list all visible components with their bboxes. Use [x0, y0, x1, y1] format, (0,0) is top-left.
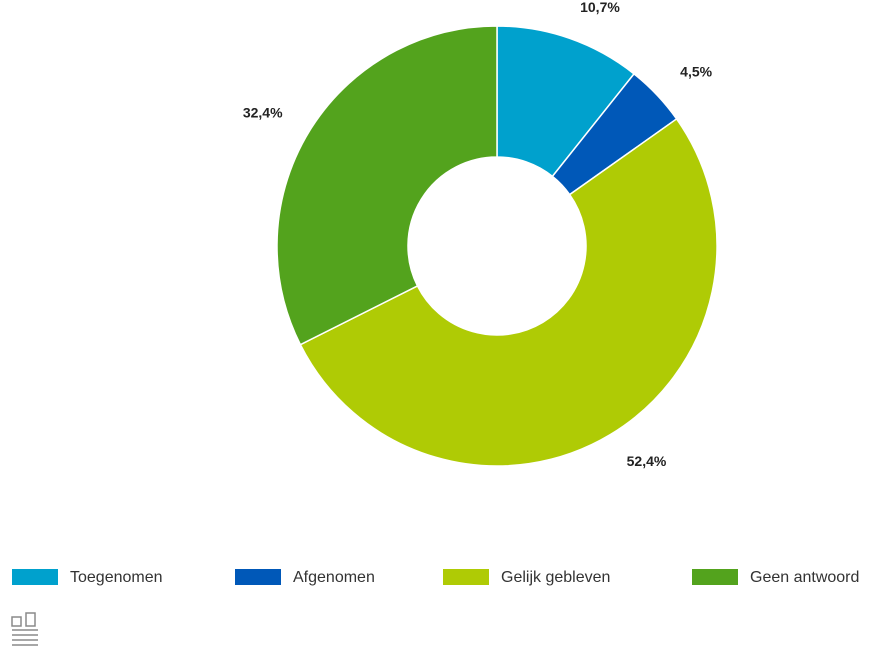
value-label: 52,4% — [627, 453, 667, 469]
legend-swatch — [443, 569, 489, 585]
donut-segment — [276, 25, 498, 346]
legend-swatch — [692, 569, 738, 585]
legend-label: Geen antwoord — [750, 569, 859, 586]
donut-segment — [299, 117, 718, 467]
value-label: 32,4% — [243, 104, 283, 120]
value-label: 10,7% — [580, 0, 620, 15]
legend-label: Afgenomen — [293, 569, 375, 586]
legend-swatch — [235, 569, 281, 585]
legend-swatch — [12, 569, 58, 585]
value-label: 4,5% — [680, 64, 712, 80]
legend-label: Toegenomen — [70, 569, 163, 586]
legend-label: Gelijk gebleven — [501, 569, 610, 586]
logo — [11, 612, 38, 646]
